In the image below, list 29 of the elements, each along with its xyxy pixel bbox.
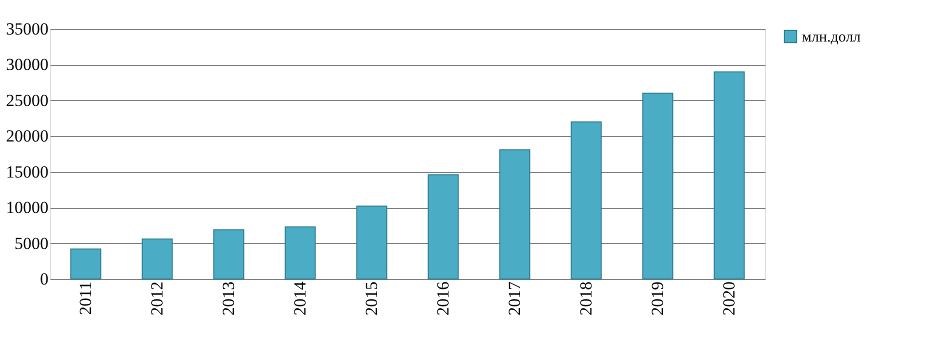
legend-label: млн.долл xyxy=(802,30,862,46)
bar xyxy=(570,121,602,280)
y-tick-label: 10000 xyxy=(6,198,48,218)
x-tick-label: 2018 xyxy=(576,282,596,316)
x-tick-label: 2016 xyxy=(433,282,452,316)
x-tick-label: 2019 xyxy=(648,282,667,316)
bar xyxy=(284,226,316,280)
bar xyxy=(642,92,674,280)
bar xyxy=(428,174,459,280)
x-tick-label: 2012 xyxy=(147,282,166,316)
x-tick-label: 2015 xyxy=(362,282,381,316)
bar xyxy=(213,229,244,280)
bar xyxy=(356,206,388,280)
y-tick-label: 5000 xyxy=(14,234,48,253)
y-tick-label: 15000 xyxy=(6,162,48,182)
y-tick-label: 30000 xyxy=(6,55,48,74)
y-tick-label: 25000 xyxy=(6,90,48,110)
bar xyxy=(499,149,530,280)
bar xyxy=(70,248,102,280)
x-tick-label: 2017 xyxy=(504,281,524,316)
y-tick-label: 35000 xyxy=(6,20,48,38)
y-tick-label: 0 xyxy=(40,270,48,288)
x-tick-label: 2013 xyxy=(218,282,238,316)
x-tick-label: 2011 xyxy=(76,282,95,315)
x-tick-label: 2020 xyxy=(719,282,738,316)
bar xyxy=(714,71,745,280)
y-tick-label: 20000 xyxy=(6,126,48,146)
bar xyxy=(142,238,173,280)
x-tick-label: 2014 xyxy=(290,281,310,316)
